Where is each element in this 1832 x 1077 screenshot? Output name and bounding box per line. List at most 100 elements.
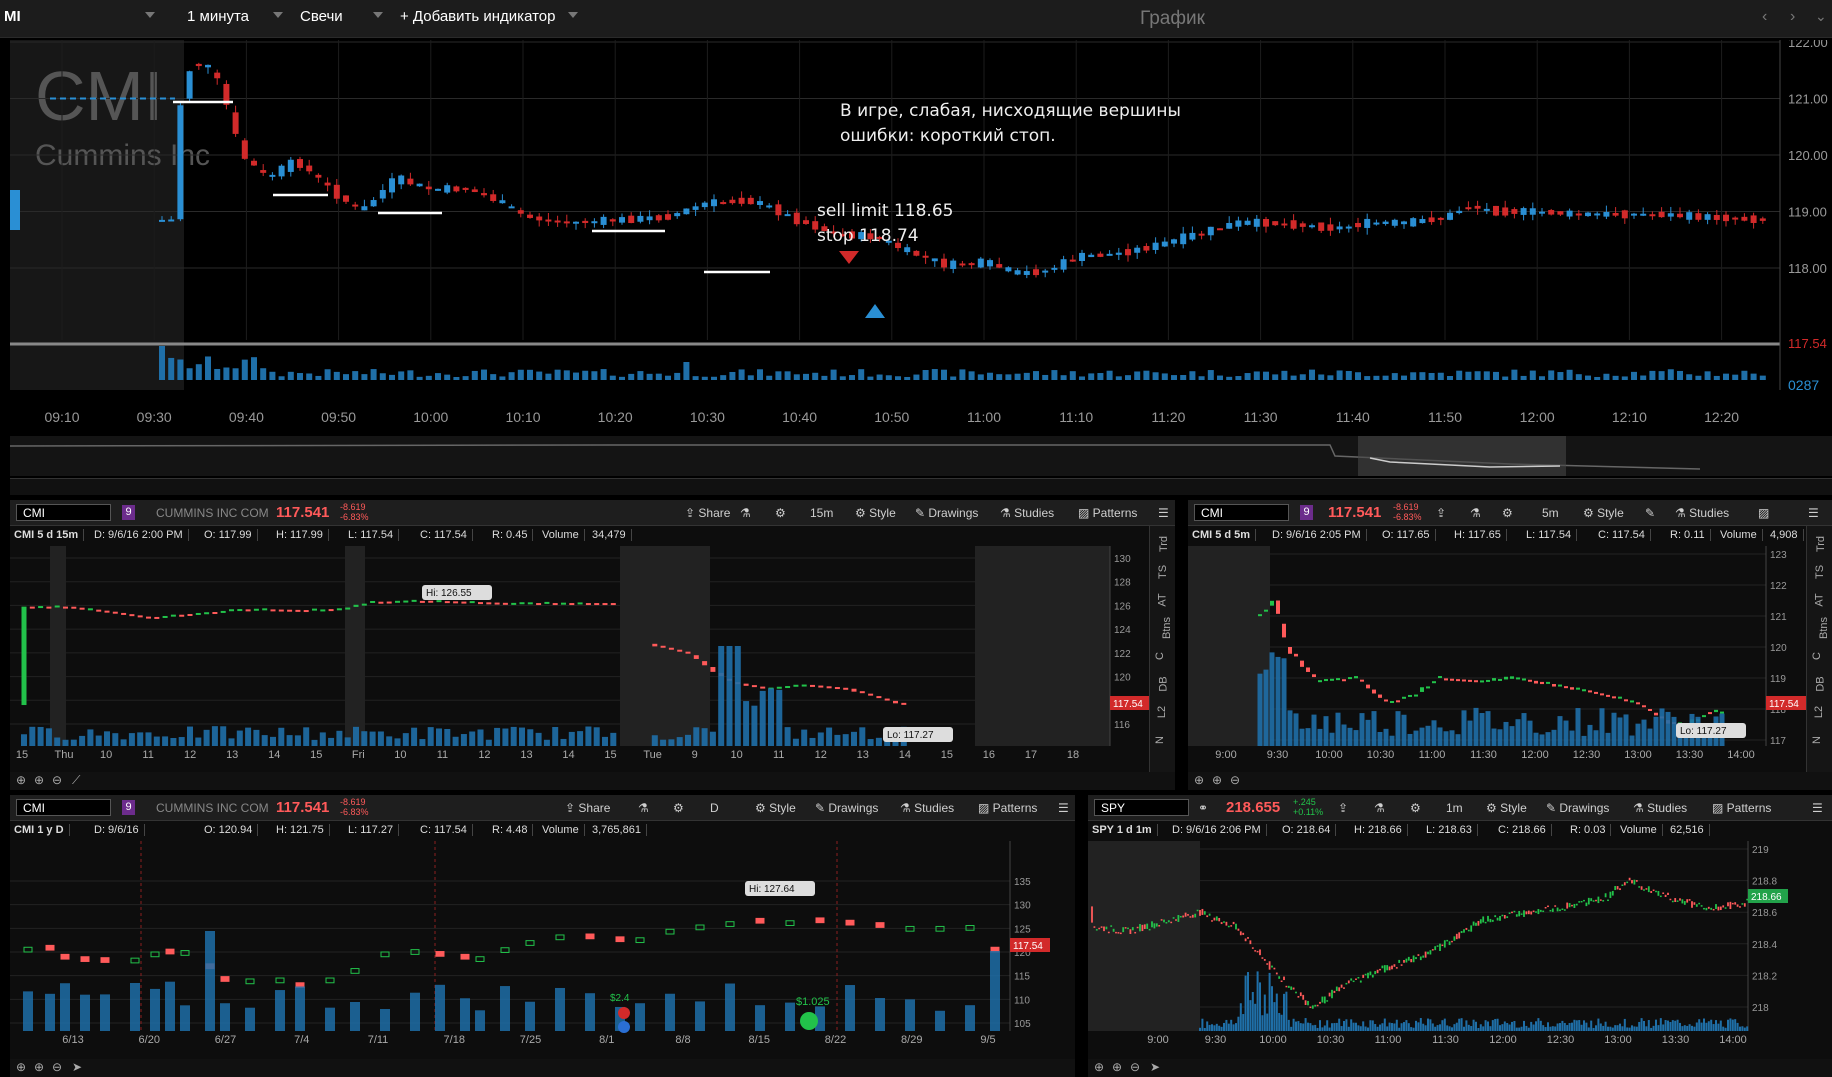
cursor-icon[interactable]: ➤	[1150, 1060, 1161, 1074]
flask-icon[interactable]: ⚗	[1470, 506, 1481, 520]
candle-body	[461, 601, 467, 604]
side-tab-n[interactable]: N	[1810, 736, 1823, 744]
studies-button[interactable]: ⚗ Studies	[1675, 506, 1730, 520]
zoom-out-icon[interactable]: ⊖	[52, 773, 63, 787]
side-tab-c[interactable]: C	[1810, 652, 1823, 660]
menu-icon[interactable]: ☰	[1812, 801, 1823, 815]
collapse-icon[interactable]: ⌄	[1815, 8, 1827, 24]
side-tab-n[interactable]: N	[1153, 736, 1166, 744]
ohlc-value: L: 218.63	[1426, 824, 1478, 836]
share-icon[interactable]: ⇪	[1436, 506, 1447, 520]
side-tab-l2[interactable]: L2	[1813, 705, 1826, 719]
navigator[interactable]	[9, 436, 1832, 476]
chevron-down-icon[interactable]	[145, 12, 155, 18]
patterns-button[interactable]: ▨ Patterns	[1078, 506, 1138, 520]
side-tab-at[interactable]: AT	[1813, 593, 1826, 607]
candle-body	[1259, 949, 1261, 956]
zoom-out-icon[interactable]: ⊖	[52, 1060, 63, 1074]
interval-select[interactable]: D	[710, 801, 719, 815]
forward-icon[interactable]: ›	[1790, 8, 1796, 25]
style-button[interactable]: ⚙ Style	[855, 506, 896, 520]
zoom-out-icon[interactable]: ⊖	[1230, 773, 1241, 787]
zoom-out-icon[interactable]: ⊖	[1130, 1060, 1141, 1074]
zoom-in-icon[interactable]: ⊕	[1212, 773, 1223, 787]
interval-select[interactable]: 1m	[1446, 801, 1463, 815]
y-tick: 105	[1014, 1019, 1031, 1030]
symbol-field[interactable]: MI	[4, 8, 21, 25]
link-badge[interactable]: 9	[122, 800, 135, 815]
drawings-button[interactable]: ✎ Drawings	[815, 801, 879, 815]
style-button[interactable]: ⚙ Style	[1486, 801, 1527, 815]
drawings-button[interactable]: ✎ Drawings	[915, 506, 979, 520]
candle-body	[1079, 252, 1085, 262]
side-tab-btns[interactable]: Btns	[1818, 616, 1831, 640]
cursor-icon[interactable]: ➤	[72, 1060, 83, 1074]
side-tab-btns[interactable]: Btns	[1161, 616, 1174, 640]
symbol-input[interactable]: CMI	[16, 799, 111, 816]
chevron-down-icon[interactable]	[273, 12, 283, 18]
studies-button[interactable]: ⚗ Studies	[900, 801, 955, 815]
gear-icon[interactable]: ⚙	[1502, 506, 1513, 520]
side-tab-trd[interactable]: Trd	[1158, 535, 1171, 553]
pencil-icon[interactable]: ✎	[1645, 506, 1656, 520]
chevron-down-icon[interactable]	[373, 12, 383, 18]
symbol-input[interactable]: SPY	[1094, 799, 1189, 816]
side-tab-c[interactable]: C	[1153, 652, 1166, 660]
candle-body	[1657, 890, 1660, 896]
flask-icon[interactable]: ⚗	[1374, 801, 1385, 815]
side-tab-db[interactable]: DB	[1814, 676, 1827, 692]
main-chart[interactable]: CMI Cummins Inc В игре, слабая, нисходящ…	[10, 40, 1832, 430]
gear-icon[interactable]: ⚙	[673, 801, 684, 815]
add-indicator-button[interactable]: + Добавить индикатор	[400, 8, 556, 25]
style-button[interactable]: ⚙ Style	[1583, 506, 1624, 520]
horizontal-scrollbar[interactable]	[10, 478, 1832, 495]
candle-body	[1600, 693, 1604, 696]
chevron-down-icon[interactable]	[568, 12, 578, 18]
candle-body	[1556, 907, 1559, 912]
style-button[interactable]: ⚙ Style	[755, 801, 796, 815]
side-tab-ts[interactable]: TS	[1814, 564, 1827, 580]
share-button[interactable]: ⇪ Share	[685, 506, 731, 520]
patterns-button[interactable]: ▨ Patterns	[1712, 801, 1772, 815]
drawings-button[interactable]: ✎ Drawings	[1546, 801, 1610, 815]
crosshair-icon[interactable]: ⊕	[1094, 1060, 1105, 1074]
link-badge[interactable]: 9	[122, 505, 135, 520]
zoom-in-icon[interactable]: ⊕	[1112, 1060, 1123, 1074]
menu-icon[interactable]: ☰	[1158, 506, 1169, 520]
interval-select[interactable]: 5m	[1542, 506, 1559, 520]
crosshair-icon[interactable]: ⊕	[16, 773, 27, 787]
link-icon[interactable]: ⚭	[1198, 801, 1209, 815]
studies-button[interactable]: ⚗ Studies	[1633, 801, 1688, 815]
candle-body	[1388, 966, 1391, 971]
gear-icon[interactable]: ⚙	[775, 506, 786, 520]
zoom-in-icon[interactable]: ⊕	[34, 773, 45, 787]
symbol-input[interactable]: CMI	[1194, 504, 1289, 521]
menu-icon[interactable]: ☰	[1058, 801, 1069, 815]
timeframe-select[interactable]: 1 минута	[187, 8, 250, 25]
side-tab-db[interactable]: DB	[1157, 676, 1170, 692]
patterns-button[interactable]: ▨ Patterns	[978, 801, 1038, 815]
symbol-input[interactable]: CMI	[16, 504, 111, 521]
patterns-icon[interactable]: ▨	[1758, 506, 1770, 520]
share-icon[interactable]: ⇪	[1338, 801, 1349, 815]
menu-icon[interactable]: ☰	[1808, 506, 1819, 520]
pencil-icon[interactable]: ⟋	[72, 773, 81, 787]
volume-bar	[1633, 1026, 1636, 1031]
chart-type-select[interactable]: Свечи	[300, 8, 343, 25]
back-icon[interactable]: ‹	[1762, 8, 1768, 25]
interval-select[interactable]: 15m	[810, 506, 834, 520]
crosshair-icon[interactable]: ⊕	[16, 1060, 27, 1074]
side-tab-l2[interactable]: L2	[1156, 705, 1169, 719]
gear-icon[interactable]: ⚙	[1410, 801, 1421, 815]
side-tab-ts[interactable]: TS	[1157, 564, 1170, 580]
side-tab-at[interactable]: AT	[1156, 593, 1169, 607]
link-badge[interactable]: 9	[1300, 505, 1313, 520]
flask-icon[interactable]: ⚗	[740, 506, 751, 520]
share-button[interactable]: ⇪ Share	[565, 801, 611, 815]
volume-bar	[1323, 716, 1329, 746]
side-tab-trd[interactable]: Trd	[1815, 535, 1828, 553]
zoom-in-icon[interactable]: ⊕	[34, 1060, 45, 1074]
studies-button[interactable]: ⚗ Studies	[1000, 506, 1055, 520]
crosshair-icon[interactable]: ⊕	[1194, 773, 1205, 787]
flask-icon[interactable]: ⚗	[638, 801, 649, 815]
